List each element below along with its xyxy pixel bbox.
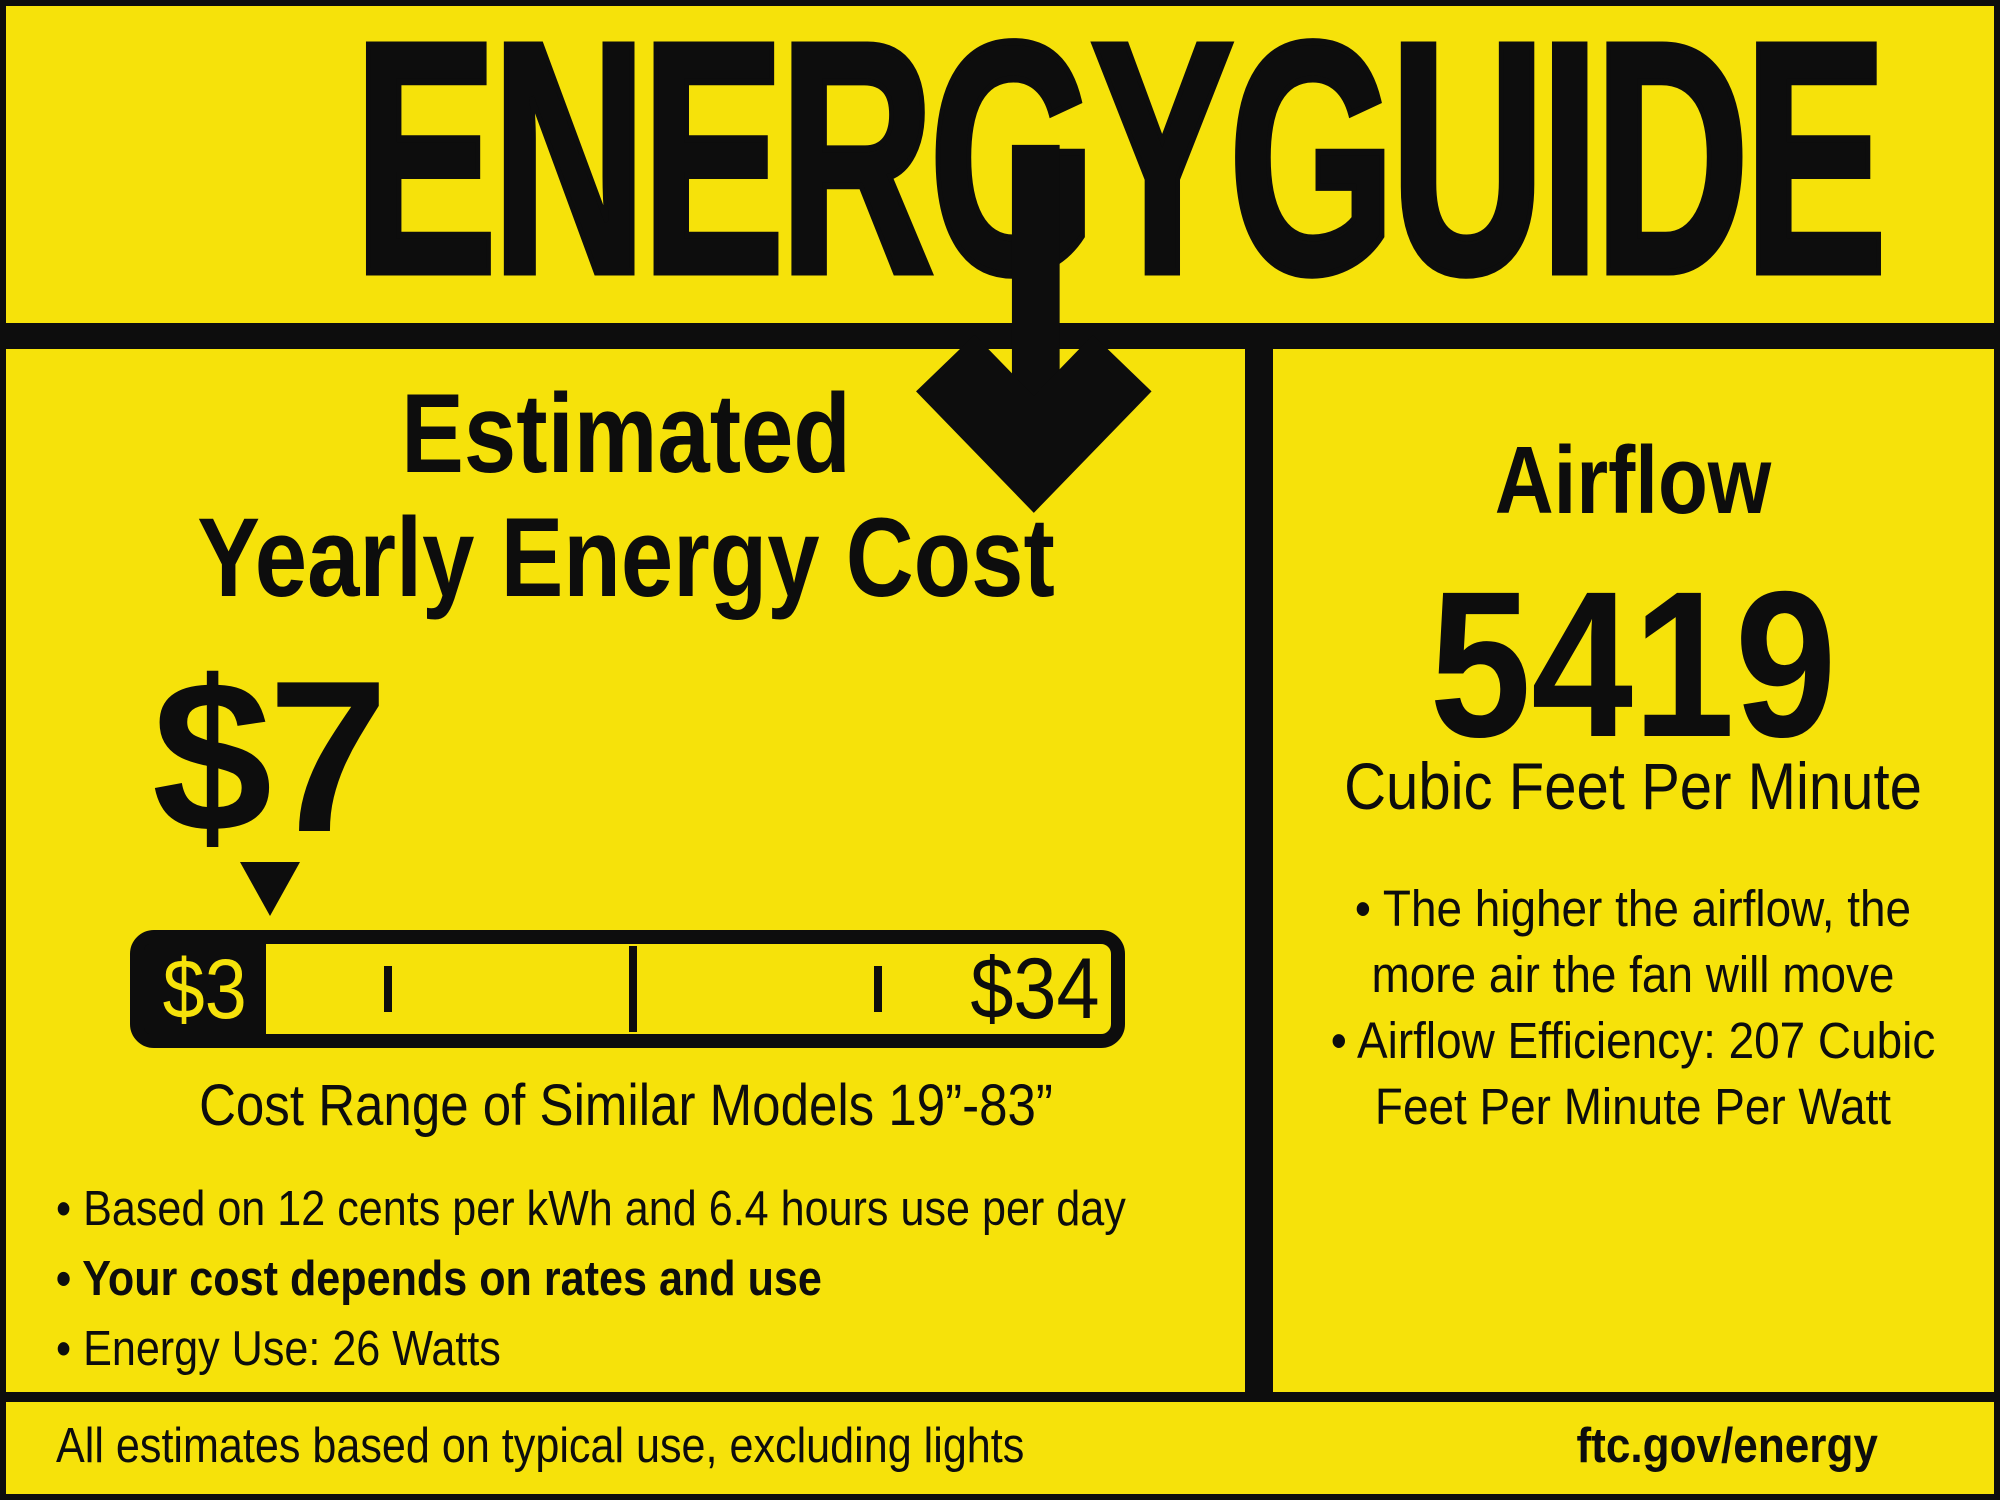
- airflow-value: 5419: [1429, 549, 1837, 781]
- scale-tick-icon: [384, 966, 392, 1012]
- scale-min-cell: $3: [144, 942, 266, 1036]
- cost-heading: Estimated Yearly Energy Cost: [105, 372, 1147, 620]
- scale-tick-icon: [874, 966, 882, 1012]
- cost-heading-line1: Estimated: [401, 371, 851, 496]
- airflow-heading: Airflow: [1494, 427, 1772, 534]
- cost-scale: $3 $34: [130, 930, 1125, 1048]
- note-airflow-line1: • The higher the airflow, the: [1354, 880, 1912, 937]
- scale-tick-icon: [629, 946, 637, 1032]
- scale-max-label: $34: [969, 940, 1099, 1037]
- energyguide-logo: ENERGYGUIDE: [352, 0, 1890, 342]
- cost-heading-line2: Yearly Energy Cost: [197, 495, 1055, 620]
- footer-note: All estimates based on typical use, excl…: [56, 1419, 1025, 1473]
- note-rate-basis: • Based on 12 cents per kWh and 6.4 hour…: [56, 1182, 1126, 1236]
- scale-min-label: $3: [162, 941, 248, 1036]
- note-efficiency-line2: Feet Per Minute Per Watt: [1374, 1078, 1892, 1135]
- cost-pointer-icon: [240, 862, 300, 916]
- scale-caption: Cost Range of Similar Models 19”-83”: [199, 1073, 1053, 1138]
- cost-notes: • Based on 12 cents per kWh and 6.4 hour…: [56, 1174, 1288, 1384]
- cost-value: $7: [152, 635, 388, 877]
- note-airflow-line2: more air the fan will move: [1371, 946, 1895, 1003]
- note-cost-depends: • Your cost depends on rates and use: [56, 1252, 822, 1306]
- airflow-notes: • The higher the airflow, the more air t…: [1308, 876, 1958, 1140]
- footer-url: ftc.gov/energy: [1576, 1419, 1878, 1473]
- header-divider: [6, 323, 1994, 349]
- panel-divider: [1245, 336, 1273, 1398]
- note-energy-use: • Energy Use: 26 Watts: [56, 1322, 501, 1376]
- note-efficiency-line1: • Airflow Efficiency: 207 Cubic: [1330, 1012, 1936, 1069]
- airflow-unit: Cubic Feet Per Minute: [1344, 749, 1922, 823]
- footer-divider: [6, 1392, 1994, 1402]
